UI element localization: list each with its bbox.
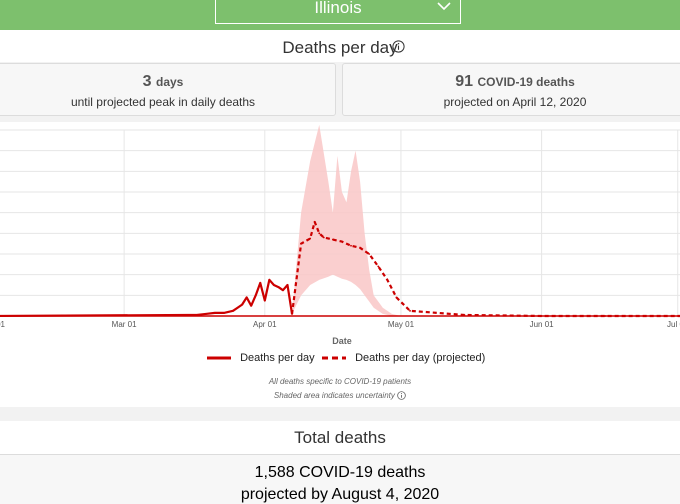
data-point-projected — [359, 246, 361, 249]
data-point-actual — [282, 289, 284, 292]
data-point-actual — [254, 294, 257, 297]
total-unit: COVID-19 deaths — [299, 464, 426, 481]
legend: Deaths per day — [205, 352, 315, 364]
section-header: Deaths per day — [0, 30, 680, 62]
total-label: projected by August 4, 2020 — [240, 486, 440, 503]
note-uncertainty: Shaded area indicates uncertainty — [0, 391, 680, 401]
total-title: Total deaths — [294, 428, 386, 447]
peak-days-label: until projected peak in daily deaths — [70, 95, 256, 109]
data-point-actual — [259, 282, 262, 284]
data-point-projected — [318, 232, 321, 235]
data-point-projected — [313, 221, 316, 223]
data-point-actual — [213, 312, 216, 314]
series-line-projected — [290, 220, 680, 318]
x-tick-label: Feb 01 — [0, 320, 6, 329]
peak-deaths-unit: COVID-19 deaths — [477, 75, 575, 89]
state-dropdown[interactable]: Illinois — [215, 0, 461, 24]
x-tick-label: May 01 — [388, 320, 415, 329]
peak-days-stat: 3 days until projected peak in daily dea… — [0, 63, 336, 116]
x-tick-label: Mar 01 — [112, 320, 137, 329]
data-point-projected — [300, 242, 303, 245]
data-point-actual — [186, 314, 189, 316]
note-deaths: All deaths specific to COVID-19 patients — [268, 377, 412, 386]
section-title: Deaths per day — [282, 38, 398, 57]
data-point-projected — [386, 278, 389, 281]
data-point-projected — [676, 315, 679, 317]
info-icon[interactable] — [392, 40, 405, 53]
data-point-projected — [409, 309, 411, 312]
series-line-actual — [0, 278, 294, 318]
data-point-projected — [322, 236, 325, 239]
peak-deaths-value: 91 — [455, 73, 473, 90]
data-point-projected — [309, 237, 312, 240]
legend-swatch-dashed — [322, 356, 346, 360]
data-point-projected — [540, 315, 543, 317]
data-point-projected — [604, 315, 607, 317]
data-point-actual — [272, 284, 275, 286]
legend-label-actual: Deaths per day — [240, 352, 315, 364]
data-point-actual — [250, 304, 253, 307]
x-axis-label: Date — [332, 336, 352, 346]
x-tick-label: Apr 01 — [253, 320, 277, 329]
data-point-projected — [377, 265, 380, 268]
x-tick-label: Jun 01 — [530, 320, 555, 329]
total-stat: 1,588 COVID-19 deaths projected by Augus… — [0, 454, 680, 504]
x-tick-label: Jul 01 — [667, 320, 680, 329]
data-point-projected — [368, 253, 371, 255]
data-point-projected — [395, 296, 398, 299]
legend-label-projected: Deaths per day (projected) — [355, 352, 486, 364]
data-point-projected — [463, 314, 466, 316]
data-point-actual — [195, 314, 198, 316]
peak-deaths-stat: 91 COVID-19 deaths projected on April 12… — [342, 63, 680, 116]
total-value: 1,588 — [254, 464, 295, 481]
data-point-actual — [263, 299, 266, 302]
data-point-actual — [277, 286, 280, 288]
data-point-actual — [286, 284, 289, 286]
data-point-actual — [268, 278, 271, 281]
note-uncertainty-text: Shaded area indicates uncertainty — [273, 391, 395, 400]
data-point-actual — [223, 312, 225, 314]
info-icon[interactable] — [397, 391, 406, 401]
deaths-per-day-chart: Feb 01 Mar 01 Apr 01 May 01 Jun 01 Jul 01 Date — [0, 124, 680, 346]
uncertainty-band — [292, 124, 411, 316]
data-point-actual — [232, 309, 234, 312]
data-point-projected — [341, 240, 343, 243]
data-point-actual — [236, 306, 239, 309]
chevron-down-icon — [437, 2, 451, 11]
data-point-actual — [245, 296, 248, 299]
legend-swatch-solid — [207, 356, 231, 360]
data-point-projected — [291, 313, 293, 315]
data-point-projected — [350, 244, 352, 247]
peak-deaths-label: projected on April 12, 2020 — [443, 95, 587, 109]
data-point-projected — [331, 238, 334, 241]
data-point-actual — [204, 313, 207, 315]
legend-projected: Deaths per day (projected) — [320, 352, 485, 364]
peak-days-value: 3 — [142, 73, 152, 90]
state-dropdown-label: Illinois — [314, 0, 362, 17]
peak-days-unit: days — [156, 75, 184, 89]
data-point-actual — [241, 303, 244, 306]
